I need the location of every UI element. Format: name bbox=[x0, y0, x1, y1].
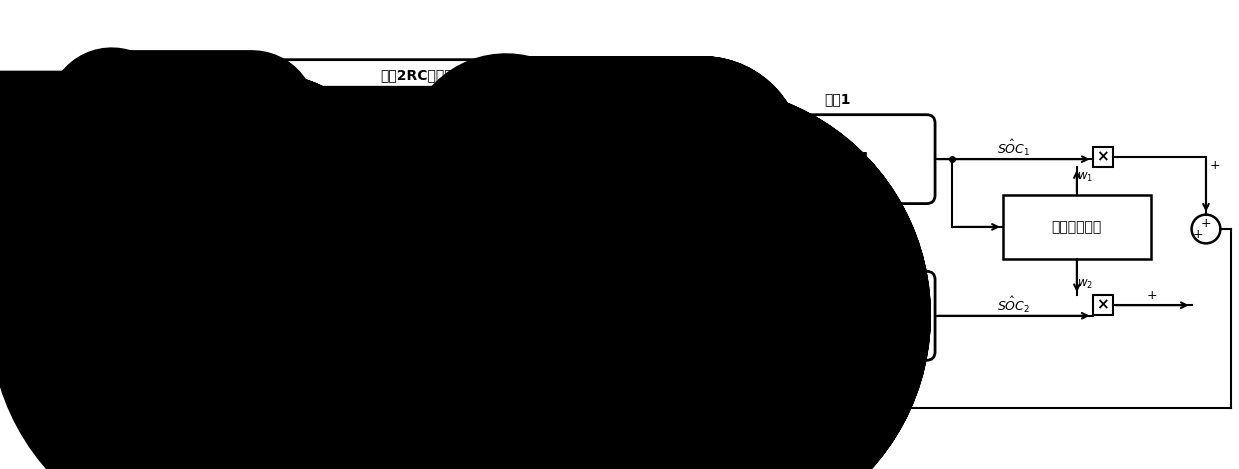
Circle shape bbox=[669, 143, 698, 172]
Bar bbox=[1002, 195, 1151, 258]
Text: +: + bbox=[674, 304, 685, 317]
Text: $U_{oc}\!=\!f(SOC)$: $U_{oc}\!=\!f(SOC)$ bbox=[364, 211, 429, 225]
Text: $R_0$: $R_0$ bbox=[351, 163, 366, 178]
Ellipse shape bbox=[658, 62, 709, 91]
Text: +: + bbox=[674, 145, 685, 159]
Text: ×: × bbox=[1097, 150, 1109, 165]
Text: 偏最小二乘模型: 偏最小二乘模型 bbox=[395, 306, 465, 325]
Text: $C_2$: $C_2$ bbox=[497, 202, 512, 217]
Text: $R_2$: $R_2$ bbox=[481, 158, 494, 173]
Bar bbox=[1093, 147, 1113, 167]
Ellipse shape bbox=[196, 215, 252, 243]
Text: +: + bbox=[1201, 217, 1212, 229]
Text: $S\hat{O}C_1$: $S\hat{O}C_1$ bbox=[997, 138, 1031, 158]
FancyBboxPatch shape bbox=[265, 60, 595, 244]
Text: ×: × bbox=[1097, 298, 1109, 313]
Text: $\Delta U_{PLS}$: $\Delta U_{PLS}$ bbox=[701, 297, 737, 312]
Text: $U_{2RC}$: $U_{2RC}$ bbox=[607, 140, 637, 155]
Text: $w_2$: $w_2$ bbox=[1078, 278, 1093, 291]
FancyBboxPatch shape bbox=[741, 115, 935, 204]
Text: −: − bbox=[672, 315, 684, 330]
Text: 卡尔曼滤波器1: 卡尔曼滤波器1 bbox=[805, 151, 870, 166]
Text: 荷电状态估计的最终结果: 荷电状态估计的最终结果 bbox=[669, 414, 761, 428]
Circle shape bbox=[669, 301, 698, 330]
FancyBboxPatch shape bbox=[265, 265, 595, 366]
Circle shape bbox=[1192, 215, 1220, 243]
FancyBboxPatch shape bbox=[741, 272, 935, 360]
Circle shape bbox=[321, 173, 361, 212]
Text: +: + bbox=[1147, 288, 1157, 302]
Text: +: + bbox=[336, 179, 346, 192]
Ellipse shape bbox=[198, 100, 249, 129]
Text: $U_t$: $U_t$ bbox=[555, 188, 570, 203]
Text: $S\hat{O}C_2$: $S\hat{O}C_2$ bbox=[997, 295, 1031, 315]
Text: $w_1$: $w_1$ bbox=[1077, 171, 1093, 184]
Text: 估计2: 估计2 bbox=[824, 369, 851, 382]
Text: 赤池权重计算: 赤池权重计算 bbox=[1052, 220, 1101, 234]
Text: $S\hat{O}C$: $S\hat{O}C$ bbox=[208, 219, 239, 239]
Text: $I$: $I$ bbox=[551, 228, 556, 242]
Text: $R_1$: $R_1$ bbox=[409, 158, 422, 173]
Bar bbox=[1093, 295, 1113, 315]
Text: 估计1: 估计1 bbox=[824, 92, 851, 106]
Text: +: + bbox=[1209, 159, 1219, 172]
Text: 电池2RC等效电路模型: 电池2RC等效电路模型 bbox=[380, 68, 478, 82]
Text: −: − bbox=[335, 194, 347, 209]
Text: 卡尔曼滤波器2: 卡尔曼滤波器2 bbox=[805, 308, 871, 323]
Text: $U_t$: $U_t$ bbox=[675, 67, 693, 86]
Text: $C_1$: $C_1$ bbox=[425, 202, 440, 217]
Text: +: + bbox=[1193, 228, 1203, 242]
Text: $U_{PLS}$: $U_{PLS}$ bbox=[616, 298, 643, 313]
Text: $\Delta U_{2RC}$: $\Delta U_{2RC}$ bbox=[700, 138, 738, 153]
Text: −: − bbox=[672, 156, 684, 171]
Text: $I_t$: $I_t$ bbox=[218, 106, 229, 124]
